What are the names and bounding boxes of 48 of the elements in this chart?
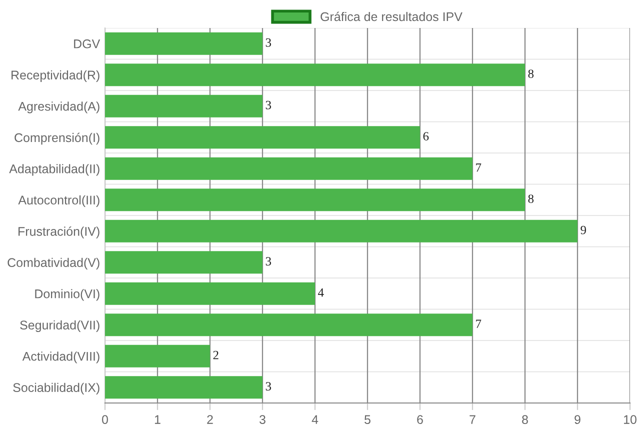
bar xyxy=(105,94,262,118)
bar xyxy=(105,126,420,149)
y-tick-label: Frustración(IV) xyxy=(18,226,100,238)
y-tick-label: Receptividad(R) xyxy=(12,70,100,82)
bar xyxy=(105,314,472,336)
data-label: 3 xyxy=(266,257,272,266)
x-tick-label: 8 xyxy=(522,415,528,424)
y-tick-label: Adaptabilidad(II) xyxy=(9,164,100,176)
data-label: 3 xyxy=(266,38,272,47)
bar xyxy=(105,251,262,274)
y-tick-label: Sociabilidad(IX) xyxy=(13,382,100,394)
data-label: 3 xyxy=(266,382,272,391)
data-label: 7 xyxy=(476,320,482,328)
y-tick-label: Seguridad(VII) xyxy=(20,320,100,332)
bar xyxy=(105,188,525,212)
y-tick-label: Actividad(VIII) xyxy=(22,352,100,364)
x-tick-label: 3 xyxy=(260,415,266,424)
x-tick-label: 9 xyxy=(574,415,580,424)
y-tick-label: Autocontrol(III) xyxy=(18,195,100,207)
data-label: 2 xyxy=(213,350,218,360)
x-tick-label: 0 xyxy=(102,415,108,424)
data-label: 7 xyxy=(476,163,482,172)
bar xyxy=(105,344,210,368)
x-tick-label: 4 xyxy=(312,415,318,424)
x-tick-label: 7 xyxy=(470,415,476,424)
bar xyxy=(105,64,525,86)
data-label: 4 xyxy=(318,288,324,297)
bar xyxy=(105,376,262,399)
x-tick-label: 10 xyxy=(624,415,636,424)
bar xyxy=(105,32,262,55)
data-label: 8 xyxy=(528,194,534,204)
x-tick-label: 5 xyxy=(364,415,370,424)
y-tick-label: Comprensión(I) xyxy=(14,132,100,145)
data-label: 3 xyxy=(266,100,272,110)
bar xyxy=(105,220,578,242)
bar xyxy=(105,282,315,305)
data-label: 6 xyxy=(423,132,429,141)
x-tick-label: 2 xyxy=(207,415,213,424)
y-tick-label: Agresividad(A) xyxy=(18,102,100,114)
data-label: 8 xyxy=(528,70,534,78)
y-tick-label: DGV xyxy=(74,39,100,48)
x-tick-label: 1 xyxy=(154,415,160,424)
bar xyxy=(105,157,472,180)
data-label: 9 xyxy=(580,226,586,234)
x-tick-label: 6 xyxy=(417,415,423,424)
y-tick-label: Dominio(VI) xyxy=(35,289,100,301)
legend-label: Gráfica de resultados IPV xyxy=(320,12,462,22)
y-tick-label: Combatividad(V) xyxy=(8,258,100,270)
